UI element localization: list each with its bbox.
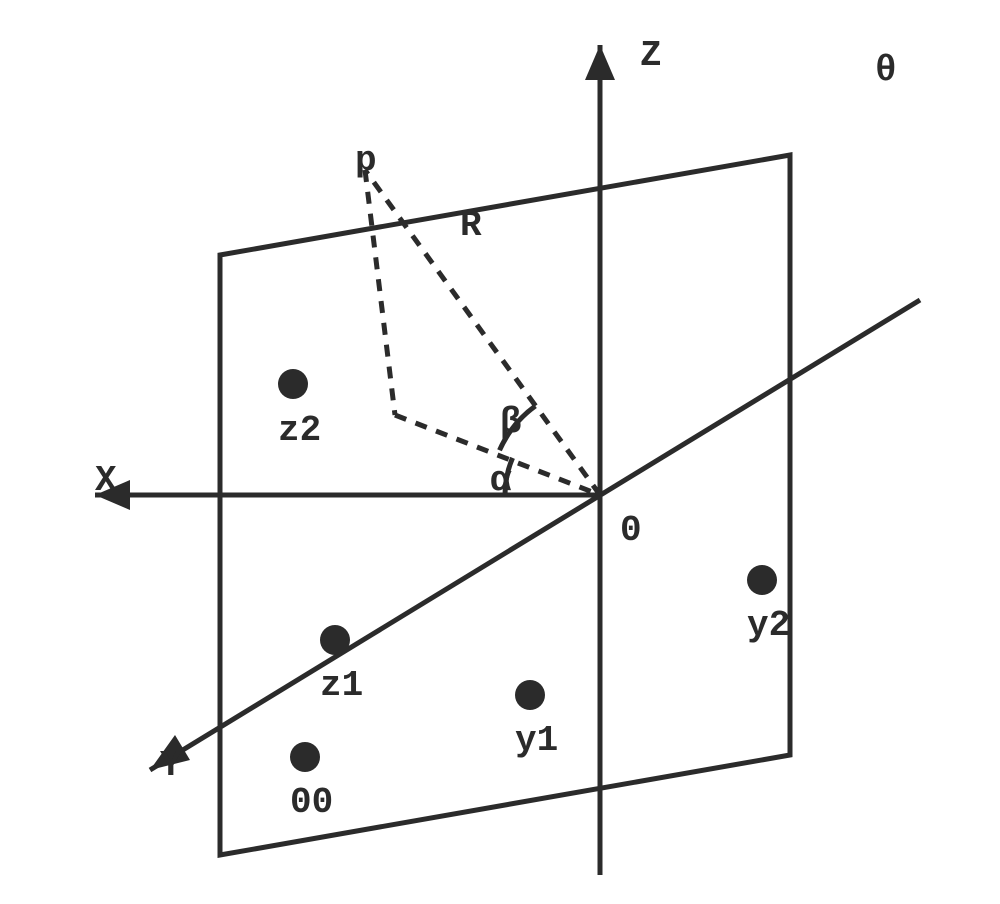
x-axis-label: X (95, 460, 117, 501)
dot-label-y2: y2 (747, 605, 790, 646)
dot-00 (290, 742, 320, 772)
vector-r (365, 170, 600, 495)
z-axis-arrow (585, 45, 615, 80)
beta-label: β (500, 402, 522, 443)
vector-r-label: R (460, 205, 482, 246)
alpha-label: α (490, 460, 512, 501)
dot-label-00: 00 (290, 782, 333, 823)
dot-z2 (278, 369, 308, 399)
y-axis-label: Y (160, 745, 182, 786)
dot-label-z2: z2 (278, 410, 321, 451)
dot-label-y1: y1 (515, 720, 558, 761)
z-axis-label: Z (640, 35, 662, 76)
dot-y2 (747, 565, 777, 595)
dot-z1 (320, 625, 350, 655)
dot-y1 (515, 680, 545, 710)
dot-label-z1: z1 (320, 665, 363, 706)
point-p-label: p (355, 140, 377, 181)
theta-label: θ (875, 50, 897, 91)
origin-label: 0 (620, 510, 642, 551)
